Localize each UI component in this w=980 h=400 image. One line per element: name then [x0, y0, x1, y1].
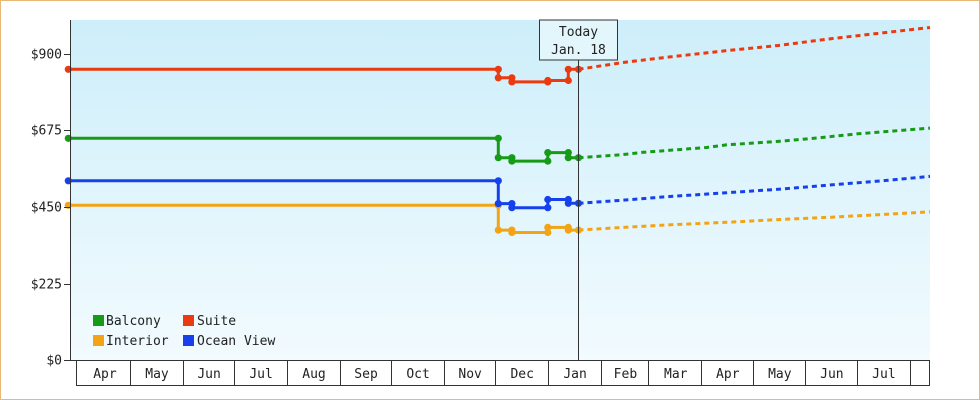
x-tick-label: Jan	[563, 367, 586, 382]
data-point-suite[interactable]	[508, 78, 516, 86]
data-point-suite[interactable]	[494, 74, 502, 82]
series-forecast-line-ocean-view	[578, 174, 931, 205]
x-tick-label: May	[145, 367, 169, 382]
data-point-interior[interactable]	[544, 228, 552, 237]
x-tick-label: Jul	[249, 367, 272, 382]
data-point-interior[interactable]	[564, 226, 572, 234]
x-tick-label: Apr	[93, 367, 117, 382]
legend-label-interior: Interior	[106, 334, 169, 349]
legend-swatch-ocean-view	[183, 335, 194, 346]
today-box	[539, 19, 618, 61]
data-point-balcony[interactable]	[544, 149, 552, 157]
series-ocean-view	[64, 174, 931, 212]
x-tick-label: Jun	[197, 367, 220, 382]
data-point-balcony[interactable]	[564, 149, 572, 157]
legend-swatch-balcony	[93, 315, 104, 326]
data-point-interior[interactable]	[494, 226, 502, 234]
data-point-suite[interactable]	[564, 65, 572, 73]
data-point-balcony[interactable]	[494, 134, 502, 142]
data-point-suite[interactable]	[494, 65, 502, 73]
x-tick-label: Aug	[302, 367, 325, 382]
x-tick-label: Nov	[458, 367, 482, 382]
data-point-interior[interactable]	[544, 223, 552, 231]
data-point-ocean-view[interactable]	[544, 204, 552, 212]
x-tick-label: Oct	[406, 367, 429, 382]
x-axis: Apr May Jun Jul Aug Sep Oct Nov Dec Jan Feb Mar Apr M…	[70, 360, 930, 386]
legend: Balcony Suite Interior Ocean View	[93, 314, 275, 349]
data-point-ocean-view[interactable]	[508, 204, 516, 212]
y-tick-label: $675	[31, 124, 62, 139]
data-point-balcony[interactable]	[494, 154, 502, 162]
today-label: Today	[559, 25, 598, 40]
series-layer	[64, 26, 931, 237]
y-tick-label: $900	[31, 48, 62, 63]
legend-swatch-interior	[93, 335, 104, 346]
data-point-interior[interactable]	[508, 228, 516, 237]
legend-label-suite: Suite	[197, 314, 236, 329]
data-point-ocean-view[interactable]	[544, 195, 552, 204]
x-tick-label: Jun	[820, 367, 843, 382]
series-forecast-line-interior	[578, 210, 931, 232]
x-tick-label: Jul	[872, 367, 895, 382]
y-tick-label: $450	[31, 201, 62, 216]
x-tick-label: Dec	[510, 367, 533, 382]
data-point-suite[interactable]	[544, 76, 552, 85]
x-tick-label: Apr	[716, 367, 740, 382]
y-axis: $0 $225 $450 $675 $900	[31, 48, 70, 369]
data-point-balcony[interactable]	[544, 157, 552, 165]
y-tick-label: $0	[46, 354, 62, 369]
data-point-suite[interactable]	[564, 76, 572, 85]
series-balcony	[64, 126, 931, 165]
today-marker: Today Jan. 18	[539, 19, 618, 61]
legend-swatch-suite	[183, 315, 194, 326]
data-point-ocean-view[interactable]	[494, 177, 502, 185]
data-point-ocean-view[interactable]	[494, 200, 502, 208]
legend-label-balcony: Balcony	[106, 314, 161, 329]
series-line-suite	[68, 67, 579, 84]
x-tick-label: Sep	[354, 367, 378, 382]
data-point-balcony[interactable]	[508, 157, 516, 165]
x-tick-label: May	[768, 367, 792, 382]
series-forecast-line-suite	[578, 26, 931, 71]
x-tick-label: Mar	[664, 367, 688, 382]
data-point-ocean-view[interactable]	[564, 199, 572, 207]
today-date-label: Jan. 18	[551, 43, 606, 58]
series-forecast-line-balcony	[578, 126, 931, 160]
y-tick-label: $225	[31, 278, 62, 293]
legend-label-ocean-view: Ocean View	[197, 334, 275, 349]
x-tick-label: Feb	[614, 367, 638, 382]
data-point-balcony[interactable]	[564, 154, 572, 162]
